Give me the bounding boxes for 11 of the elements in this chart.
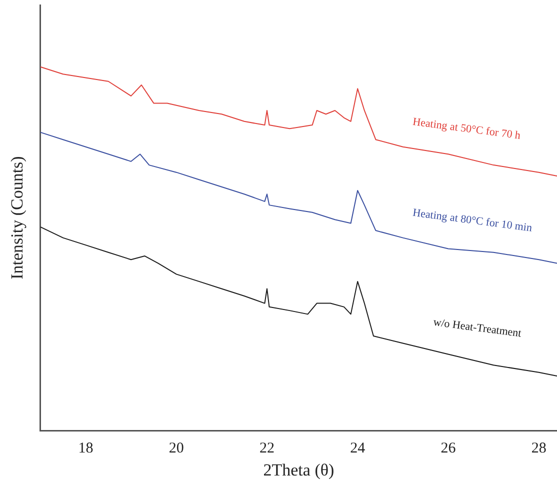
x-tick-label: 24 — [350, 440, 366, 457]
x-tick-label: 28 — [531, 440, 546, 457]
x-axis-title: 2Theta (θ) — [263, 460, 334, 480]
x-tick-label: 20 — [168, 440, 184, 457]
x-tick-label: 18 — [78, 440, 94, 457]
text: Heating at 80°C for 10 min — [412, 206, 534, 234]
x-tick-label: 26 — [440, 440, 456, 457]
text: w/o Heat-Treatment — [432, 316, 522, 340]
x-tick-label: 22 — [259, 440, 274, 457]
y-axis-title: Intensity (Counts) — [8, 156, 27, 280]
text: Heating at 50°C for 70 h — [412, 116, 522, 142]
